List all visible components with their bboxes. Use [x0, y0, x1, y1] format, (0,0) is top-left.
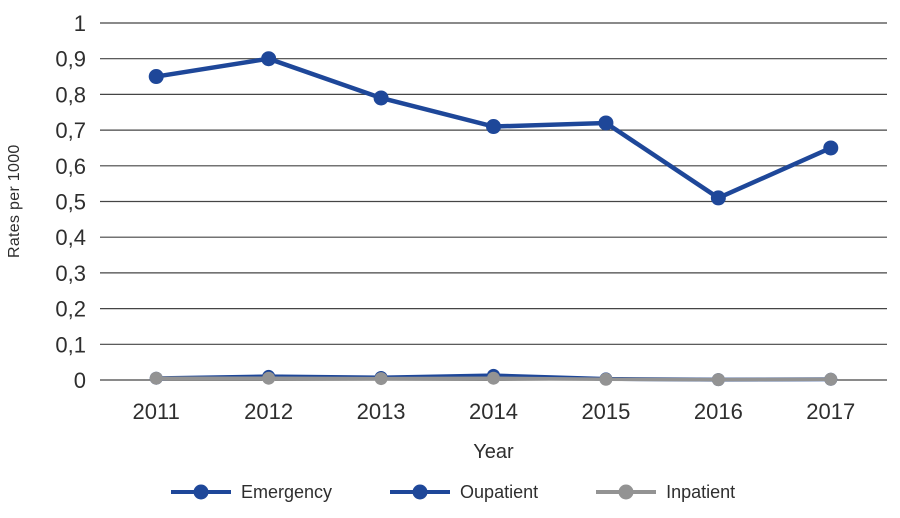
y-tick-label: 1 [74, 11, 86, 36]
data-point-emergency [373, 90, 389, 106]
data-point-inpatient [711, 373, 725, 387]
y-axis-title: Rates per 1000 [6, 144, 23, 259]
y-tick-label: 0,4 [55, 225, 86, 250]
x-tick-label: 2011 [133, 399, 180, 424]
x-axis-title: Year [473, 441, 514, 463]
legend-item-oupatient: Oupatient [389, 481, 538, 503]
legend: Emergency Oupatient Inpatient [170, 481, 735, 503]
y-tick-label: 0,8 [55, 82, 86, 107]
legend-marker-icon [171, 484, 231, 500]
legend-label: Inpatient [666, 481, 736, 502]
x-tick-label: 2014 [469, 399, 518, 424]
data-point-inpatient [262, 371, 276, 385]
y-tick-label: 0,7 [55, 118, 86, 143]
data-point-inpatient [487, 371, 500, 385]
data-point-inpatient [824, 372, 838, 386]
y-tick-label: 0,3 [55, 261, 86, 286]
data-point-inpatient [149, 371, 163, 385]
x-tick-label: 2015 [581, 399, 630, 424]
data-point-emergency [261, 51, 277, 67]
legend-marker-icon [596, 484, 657, 500]
data-point-inpatient [599, 372, 613, 386]
data-point-emergency [148, 69, 164, 85]
x-tick-label: 2012 [244, 399, 293, 424]
data-point-emergency [710, 190, 726, 206]
data-point-emergency [598, 115, 614, 131]
y-tick-label: 0,6 [55, 154, 86, 179]
x-tick-label: 2016 [694, 399, 743, 424]
x-tick-label: 2017 [806, 399, 855, 424]
y-tick-label: 0,9 [55, 47, 86, 72]
legend-item-emergency: Emergency [170, 481, 332, 503]
x-tick-label: 2013 [357, 399, 406, 424]
legend-label: Emergency [241, 481, 333, 502]
y-tick-label: 0 [74, 368, 86, 393]
y-tick-label: 0,1 [55, 332, 86, 357]
y-tick-label: 0,2 [55, 297, 86, 322]
legend-marker-icon [390, 484, 451, 500]
legend-label: Oupatient [460, 481, 539, 502]
data-point-inpatient [374, 372, 388, 386]
y-tick-label: 0,5 [55, 190, 86, 215]
data-point-emergency [823, 140, 839, 156]
data-point-emergency [486, 119, 501, 135]
legend-item-inpatient: Inpatient [595, 481, 735, 503]
